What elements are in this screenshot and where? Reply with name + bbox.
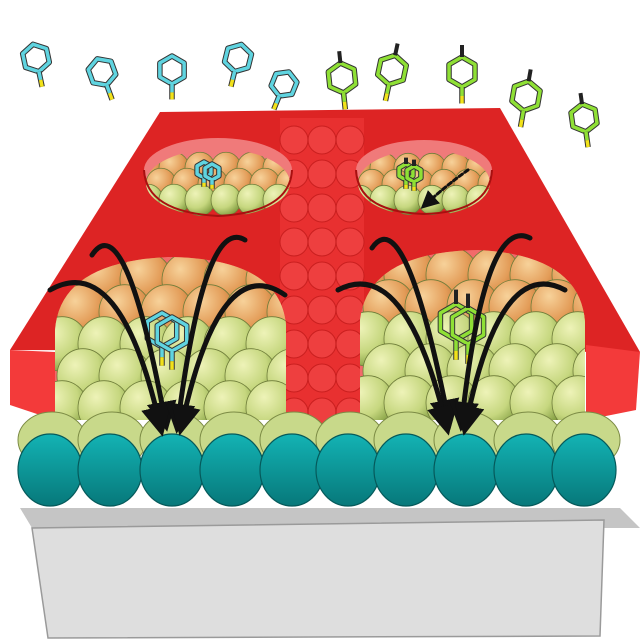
ridge-sphere bbox=[307, 159, 337, 189]
sulfur-atom bbox=[585, 139, 590, 148]
arrow-fl-4 bbox=[171, 283, 288, 436]
benzenethiol-molecule bbox=[19, 41, 53, 88]
sulfur-atom bbox=[383, 93, 389, 102]
teal-sphere bbox=[139, 433, 205, 507]
sam-sphere bbox=[210, 183, 242, 217]
sam-sphere bbox=[184, 183, 216, 217]
ridge-sphere bbox=[279, 227, 309, 257]
ridge-sphere bbox=[307, 261, 337, 291]
adsorbed-benzenethiol bbox=[154, 314, 190, 370]
adsorbed-methylbenzenethiol bbox=[404, 159, 424, 191]
methylbenzenethiol-molecule bbox=[509, 69, 543, 128]
ridge-sphere bbox=[335, 193, 365, 223]
molecules bbox=[19, 41, 600, 370]
arrow-fl-1 bbox=[89, 243, 177, 432]
teal-sphere bbox=[373, 433, 439, 507]
adsorption-arrows bbox=[47, 168, 568, 437]
benzenethiol-molecule bbox=[157, 53, 187, 100]
sam-sphere bbox=[572, 279, 585, 335]
ridge-sphere bbox=[307, 193, 337, 223]
methylbenzenethiol-molecule bbox=[446, 45, 478, 104]
sulfur-atom bbox=[38, 79, 44, 88]
sam-sphere bbox=[572, 343, 585, 399]
ridge-sphere bbox=[307, 363, 337, 393]
arrow-fr-1 bbox=[369, 236, 460, 430]
ridge-sphere bbox=[279, 125, 309, 155]
ridge-sphere bbox=[335, 227, 365, 257]
teal-sphere bbox=[199, 433, 265, 507]
benzenethiol-molecule bbox=[268, 69, 300, 111]
sam-sphere bbox=[245, 380, 286, 420]
arrow-fr-4 bbox=[454, 281, 568, 436]
ridge-sphere bbox=[307, 227, 337, 257]
sam-base-layer bbox=[17, 411, 621, 507]
mask-right-face bbox=[586, 345, 640, 420]
ridge-sphere-pattern bbox=[279, 125, 365, 427]
ridge-sphere bbox=[307, 295, 337, 325]
teal-sphere bbox=[493, 433, 559, 507]
arrow-fl-2 bbox=[47, 280, 171, 437]
sulfur-atom bbox=[342, 101, 348, 110]
sam-sphere bbox=[551, 375, 585, 420]
ridge-sphere bbox=[335, 329, 365, 359]
ridge-sphere bbox=[335, 125, 365, 155]
ridge-sphere bbox=[279, 261, 309, 291]
teal-sphere bbox=[315, 433, 381, 507]
sulfur-atom bbox=[229, 79, 235, 87]
sulfur-atom bbox=[108, 92, 114, 101]
gold-substrate bbox=[20, 508, 640, 639]
mask-left-face bbox=[10, 350, 55, 420]
teal-sphere bbox=[77, 433, 143, 507]
arrow-dashed bbox=[420, 168, 470, 209]
arrow-fr-2 bbox=[335, 281, 457, 436]
ridge-sphere bbox=[307, 125, 337, 155]
teal-sphere bbox=[259, 433, 325, 507]
benzenethiol-molecule bbox=[221, 41, 255, 88]
methylbenzenethiol-molecule bbox=[568, 92, 600, 148]
teal-sphere bbox=[433, 433, 499, 507]
arrow-fr-3 bbox=[449, 233, 533, 432]
well-back-right bbox=[355, 140, 493, 216]
benzenethiol-molecule bbox=[85, 56, 119, 101]
arrow-fl-3 bbox=[165, 234, 248, 434]
sulfur-atom bbox=[272, 102, 278, 110]
ridge-sphere bbox=[307, 329, 337, 359]
methyl-group bbox=[526, 69, 533, 82]
substrate-front bbox=[31, 519, 605, 639]
methylbenzenethiol-molecule bbox=[325, 50, 359, 110]
methyl-group bbox=[578, 92, 585, 105]
teal-sphere bbox=[551, 433, 617, 507]
methyl-group bbox=[393, 43, 400, 56]
ridge-sphere bbox=[279, 193, 309, 223]
ridge-sphere bbox=[335, 295, 365, 325]
methylbenzenethiol-molecule bbox=[374, 43, 410, 102]
adsorbed-benzenethiol bbox=[202, 161, 222, 189]
ridge-sphere bbox=[335, 363, 365, 393]
teal-sphere bbox=[17, 433, 83, 507]
methyl-group bbox=[337, 50, 343, 64]
sulfur-atom bbox=[518, 119, 524, 128]
